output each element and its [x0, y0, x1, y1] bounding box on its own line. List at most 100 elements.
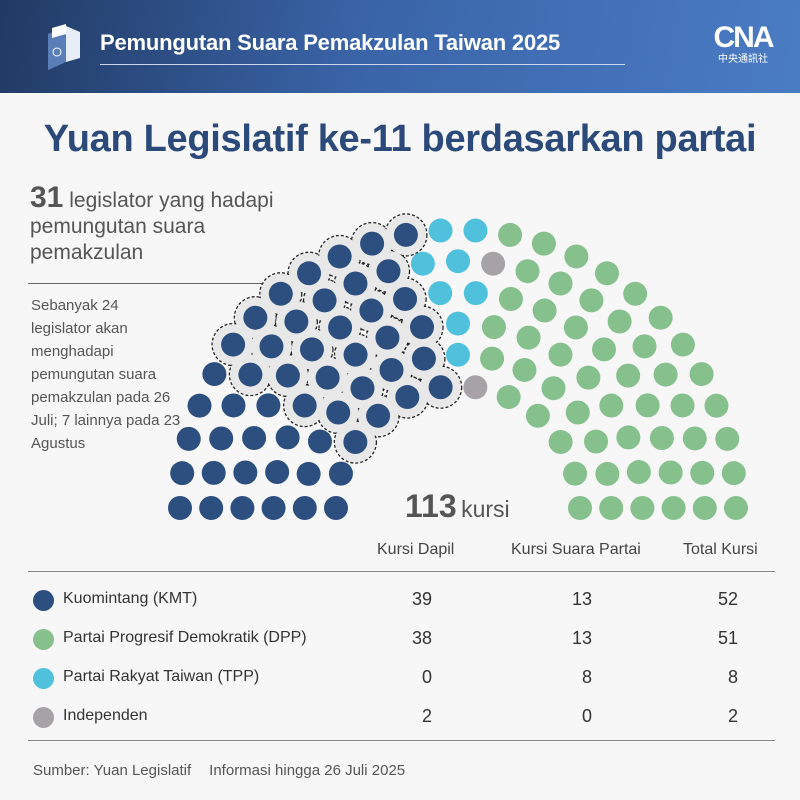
seat-kuomintang-kmt [275, 425, 300, 450]
seat-partai-progresif-demokratik-dpp [584, 429, 609, 454]
seat-kuomintang-kmt [292, 393, 317, 418]
seat-kuomintang-kmt [359, 298, 384, 323]
seat-partai-progresif-demokratik-dpp [616, 363, 641, 388]
seat-partai-progresif-demokratik-dpp [616, 425, 641, 450]
seat-partai-progresif-demokratik-dpp [670, 393, 695, 418]
seat-kuomintang-kmt [376, 259, 401, 284]
kursi-suara-partai-value: 8 [581, 667, 592, 687]
seat-kuomintang-kmt [312, 288, 337, 313]
seat-independen [481, 251, 506, 276]
seat-partai-rakyat-taiwan-tpp [428, 281, 453, 306]
table-row: Kuomintang (KMT) 39 13 52 [28, 587, 775, 617]
total-seats-number: 113 [405, 488, 457, 524]
seat-kuomintang-kmt [428, 375, 453, 400]
seat-kuomintang-kmt [187, 393, 212, 418]
seat-kuomintang-kmt [233, 460, 258, 485]
footer: Sumber: Yuan Legislatif Informasi hingga … [33, 762, 405, 779]
party-name: Independen [63, 707, 148, 724]
seat-kuomintang-kmt [259, 334, 284, 359]
seat-partai-progresif-demokratik-dpp [715, 426, 740, 451]
seat-partai-progresif-demokratik-dpp [648, 305, 673, 330]
seat-partai-progresif-demokratik-dpp [548, 271, 573, 296]
seat-kuomintang-kmt [328, 461, 353, 486]
seat-kuomintang-kmt [324, 496, 348, 520]
seat-partai-progresif-demokratik-dpp [690, 460, 715, 485]
seat-partai-progresif-demokratik-dpp [481, 315, 506, 340]
lead-divider [28, 283, 278, 284]
seat-kuomintang-kmt [410, 315, 435, 340]
header-kursi-suara-partai: Kursi Suara Partai [511, 541, 641, 558]
seat-partai-progresif-demokratik-dpp [525, 403, 550, 428]
ballot-flag-logo-icon [48, 24, 80, 70]
seat-partai-rakyat-taiwan-tpp [446, 249, 470, 274]
seat-kuomintang-kmt [343, 342, 368, 367]
seats [168, 218, 748, 520]
seat-partai-progresif-demokratik-dpp [653, 362, 678, 387]
seat-partai-progresif-demokratik-dpp [592, 337, 617, 362]
total-seats: 113 kursi [405, 488, 510, 525]
header-underline [100, 64, 625, 65]
kursi-suara-partai-value: 0 [581, 706, 592, 726]
seat-partai-rakyat-taiwan-tpp [463, 218, 488, 243]
seat-kuomintang-kmt [292, 496, 317, 520]
seat-partai-rakyat-taiwan-tpp [463, 281, 488, 306]
seat-partai-progresif-demokratik-dpp [515, 259, 540, 284]
seat-independen [463, 375, 488, 400]
party-name: Kuomintang (KMT) [63, 590, 198, 607]
seat-kuomintang-kmt [176, 426, 201, 451]
seat-partai-progresif-demokratik-dpp [595, 461, 620, 486]
seat-kuomintang-kmt [327, 244, 352, 269]
seat-kuomintang-kmt [265, 460, 290, 485]
party-color-dot [33, 668, 54, 689]
table-divider-bottom [28, 740, 775, 741]
seat-kuomintang-kmt [343, 430, 368, 455]
table-row: Partai Progresif Demokratik (DPP) 38 13 … [28, 626, 775, 656]
seat-partai-progresif-demokratik-dpp [599, 393, 624, 418]
seat-partai-progresif-demokratik-dpp [498, 286, 523, 311]
seat-partai-progresif-demokratik-dpp [635, 393, 660, 418]
seat-partai-progresif-demokratik-dpp [498, 222, 523, 247]
party-name: Partai Rakyat Taiwan (TPP) [63, 668, 260, 685]
seat-kuomintang-kmt [202, 362, 227, 387]
table-divider-top [28, 571, 775, 572]
seat-partai-progresif-demokratik-dpp [516, 325, 541, 350]
impeachment-lead: 31 legislator yang hadapi pemungutan sua… [30, 183, 280, 266]
seat-partai-rakyat-taiwan-tpp [446, 342, 470, 367]
seat-partai-progresif-demokratik-dpp [496, 385, 521, 410]
seat-partai-progresif-demokratik-dpp [649, 425, 674, 450]
seat-partai-rakyat-taiwan-tpp [410, 251, 435, 276]
seat-kuomintang-kmt [299, 337, 324, 362]
seat-partai-progresif-demokratik-dpp [541, 376, 566, 401]
seat-partai-progresif-demokratik-dpp [670, 332, 695, 357]
seat-partai-progresif-demokratik-dpp [626, 460, 651, 485]
seat-partai-progresif-demokratik-dpp [658, 460, 683, 485]
party-color-dot [33, 629, 54, 650]
seat-partai-progresif-demokratik-dpp [632, 334, 657, 359]
seat-partai-progresif-demokratik-dpp [532, 298, 557, 323]
seat-kuomintang-kmt [209, 426, 234, 451]
seat-kuomintang-kmt [256, 393, 281, 418]
seat-kuomintang-kmt [221, 332, 246, 357]
seat-kuomintang-kmt [243, 305, 268, 330]
header-total-kursi: Total Kursi [683, 541, 758, 558]
seat-kuomintang-kmt [375, 325, 400, 350]
impeachment-outline-segment [333, 420, 378, 464]
seat-partai-progresif-demokratik-dpp [594, 261, 619, 286]
seat-partai-progresif-demokratik-dpp [579, 288, 604, 313]
source-text: Sumber: Yuan Legislatif [33, 762, 192, 779]
seat-partai-progresif-demokratik-dpp [563, 461, 588, 486]
main-title: Yuan Legislatif ke-11 berdasarkan partai [43, 118, 757, 160]
seat-kuomintang-kmt [261, 496, 286, 520]
seat-partai-progresif-demokratik-dpp [565, 400, 590, 425]
header-kursi-dapil: Kursi Dapil [377, 541, 455, 558]
seat-partai-progresif-demokratik-dpp [623, 281, 648, 306]
header-banner: Pemungutan Suara Pemakzulan Taiwan 2025 … [0, 0, 800, 93]
seat-kuomintang-kmt [366, 403, 391, 428]
seat-kuomintang-kmt [379, 357, 404, 382]
seat-partai-progresif-demokratik-dpp [607, 309, 632, 334]
seat-partai-rakyat-taiwan-tpp [446, 311, 470, 336]
seat-kuomintang-kmt [268, 281, 293, 306]
seat-kuomintang-kmt [326, 400, 351, 425]
parliament-chart [168, 213, 748, 520]
seat-kuomintang-kmt [168, 496, 192, 520]
